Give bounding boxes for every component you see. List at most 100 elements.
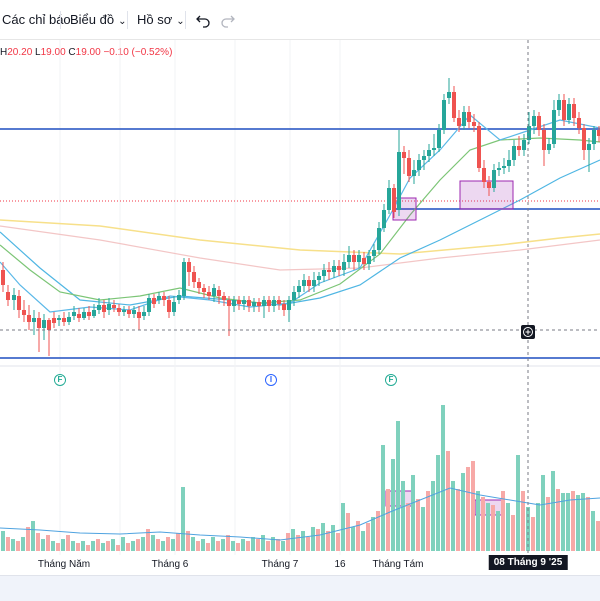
candle <box>312 272 316 292</box>
candle <box>587 138 591 172</box>
toolbar-divider <box>185 11 186 29</box>
close-key: C <box>68 47 76 58</box>
event-marker-icon[interactable]: F <box>54 374 66 386</box>
volume-bar <box>36 533 40 551</box>
candle <box>432 134 436 156</box>
candle-body <box>162 296 166 300</box>
candle-body <box>117 308 121 312</box>
volume-ma-line <box>0 487 600 541</box>
event-marker-icon[interactable]: I <box>265 374 277 386</box>
candle-body <box>227 300 231 306</box>
event-marker-icon[interactable]: F <box>385 374 397 386</box>
volume-bar <box>586 497 590 551</box>
close-value: 19.00 <box>75 47 101 58</box>
candle <box>97 298 101 314</box>
volume-bar <box>211 537 215 551</box>
candle-body <box>22 310 26 315</box>
candle <box>202 284 206 298</box>
undo-icon[interactable] <box>195 12 211 28</box>
candle <box>277 296 281 310</box>
candle-body <box>292 292 296 300</box>
candle-body <box>1 270 5 285</box>
candle <box>297 280 301 298</box>
indicators-button[interactable]: Các chỉ báo <box>2 12 71 27</box>
add-icon[interactable] <box>521 325 535 339</box>
candle-body <box>207 292 211 296</box>
candle-body <box>347 255 351 262</box>
candle-body <box>532 116 536 126</box>
volume-bar <box>296 535 300 551</box>
candle <box>232 296 236 312</box>
volume-bar <box>161 541 165 551</box>
volume-bar <box>71 541 75 551</box>
volume-bar <box>351 527 355 551</box>
volume-bar <box>246 541 250 551</box>
candle <box>42 314 46 340</box>
candle-body <box>277 300 281 304</box>
volume-bar <box>571 491 575 551</box>
candle <box>127 306 131 318</box>
candle-body <box>502 166 506 168</box>
volume-bar <box>141 537 145 551</box>
volume-bar <box>591 511 595 551</box>
volume-bar <box>511 515 515 551</box>
candle-body <box>527 126 531 140</box>
candle <box>542 124 546 166</box>
volume-bar <box>361 531 365 551</box>
high-value: 20.20 <box>7 47 33 58</box>
candle-body <box>307 280 311 286</box>
candle-body <box>577 118 581 128</box>
volume-bar <box>401 481 405 551</box>
volume-bar <box>236 543 240 551</box>
candle-body <box>387 188 391 210</box>
chart-toolbar: Các chỉ báo Biểu đồ ⌄ Hồ sơ ⌄ <box>0 0 600 40</box>
candle <box>547 138 551 154</box>
candle <box>477 122 481 172</box>
candle <box>452 86 456 122</box>
candle <box>427 144 431 162</box>
volume-bar <box>151 535 155 551</box>
candle <box>257 298 261 312</box>
volume-bar <box>126 543 130 551</box>
volume-bar <box>596 521 600 551</box>
candle-body <box>427 150 431 156</box>
candle-body <box>377 228 381 250</box>
candle <box>27 305 31 330</box>
volume-bar <box>491 505 495 551</box>
chart-type-button[interactable]: Biểu đồ ⌄ <box>70 0 126 40</box>
candle-body <box>82 312 86 318</box>
candle-body <box>157 296 161 300</box>
candle-body <box>57 318 61 320</box>
candle-body <box>287 300 291 310</box>
volume-bar <box>326 531 330 551</box>
candle-body <box>102 305 106 312</box>
volume-bar <box>501 491 505 551</box>
candle-body <box>422 156 426 160</box>
volume-bar <box>366 523 370 551</box>
candle <box>367 250 371 270</box>
redo-icon[interactable] <box>220 12 236 28</box>
candle-body <box>262 300 266 306</box>
candle-body <box>597 130 600 136</box>
candle <box>37 312 41 352</box>
candle <box>152 294 156 308</box>
candle <box>402 146 406 174</box>
candle-body <box>512 146 516 160</box>
candle <box>157 292 161 304</box>
candle <box>517 136 521 156</box>
volume-bar <box>251 537 255 551</box>
volume-bar <box>146 529 150 551</box>
volume-bar <box>561 493 565 551</box>
volume-bar <box>406 503 410 551</box>
candle-body <box>37 318 41 328</box>
candle <box>332 260 336 278</box>
volume-bar <box>256 539 260 551</box>
candle <box>137 306 141 330</box>
candle <box>422 150 426 170</box>
candle-body <box>537 116 541 130</box>
profile-button[interactable]: Hồ sơ ⌄ <box>137 0 185 40</box>
candle-body <box>107 304 111 310</box>
volume-bar <box>61 539 65 551</box>
volume-bar <box>301 531 305 551</box>
price-chart[interactable] <box>0 40 600 555</box>
